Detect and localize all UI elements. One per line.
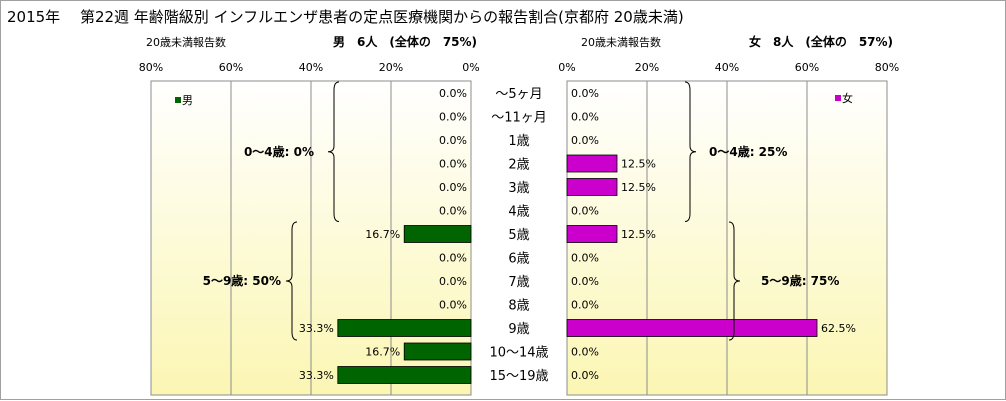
data-labels: 0.0% 0.0% 0.0% 0.0% 0.0% 0.0% 0.0% 12.5% 0.0% 12.… [299, 87, 856, 382]
female-x-tick: 60% [795, 61, 819, 74]
age-category-label: 1歳 [508, 134, 529, 149]
male-x-tick: 40% [299, 61, 323, 74]
female-value-label: 12.5% [621, 181, 656, 194]
female-value-label: 0.0% [571, 252, 599, 265]
male-value-label: 33.3% [299, 322, 334, 335]
female-legend-label: 女 [842, 91, 853, 105]
male-x-tick: 20% [379, 61, 403, 74]
female-bar [566, 319, 818, 337]
male-x-tick: 60% [219, 61, 243, 74]
female-value-label: 0.0% [571, 275, 599, 288]
female-legend-swatch [835, 95, 841, 101]
male-x-tick: 0% [462, 61, 479, 74]
female-value-label: 0.0% [571, 87, 599, 100]
female-x-tick: 20% [635, 61, 659, 74]
female-legend: 女 [835, 91, 853, 105]
female-summary: 女 8人 (全体の 57%) [749, 34, 893, 49]
male-value-label: 0.0% [439, 111, 467, 124]
male-value-label: 16.7% [365, 228, 400, 241]
age-category-label: 8歳 [508, 299, 529, 314]
male-legend-swatch [175, 97, 181, 103]
age-category-label: 7歳 [508, 275, 529, 290]
female-x-tick: 80% [875, 61, 899, 74]
male-x-tick: 80% [139, 61, 163, 74]
bars [337, 154, 818, 384]
female-value-label: 62.5% [821, 322, 856, 335]
female-value-label: 0.0% [571, 205, 599, 218]
male-value-label: 0.0% [439, 299, 467, 312]
age-group-label: 0～4歳: 0% [244, 144, 314, 159]
male-count-label: 20歳未満報告数 [146, 36, 226, 49]
age-category-label: 4歳 [508, 205, 529, 220]
male-summary: 男 6人 (全体の 75%) [333, 34, 477, 49]
age-category-label: 2歳 [508, 158, 529, 173]
age-category-label: 10～14歳 [489, 346, 548, 361]
female-x-tick: 0% [558, 61, 575, 74]
female-bar [566, 154, 618, 173]
age-group-bracket [285, 221, 298, 341]
female-value-label: 0.0% [571, 346, 599, 359]
female-count-label: 20歳未満報告数 [581, 36, 661, 49]
age-group-label: 5～9歳: 75% [761, 273, 839, 288]
male-bar [403, 342, 472, 361]
male-value-label: 0.0% [439, 205, 467, 218]
age-category-label: ～11ヶ月 [491, 111, 547, 126]
female-value-label: 12.5% [621, 228, 656, 241]
female-x-tick: 40% [715, 61, 739, 74]
age-group-label: 0～4歳: 25% [709, 144, 787, 159]
male-value-label: 0.0% [439, 252, 467, 265]
male-value-label: 0.0% [439, 275, 467, 288]
male-value-label: 0.0% [439, 87, 467, 100]
chart-title: 2015年 第22週 年齢階級別 インフルエンザ患者の定点医療機関からの報告割合… [7, 8, 684, 26]
age-category-label: ～5ヶ月 [495, 87, 542, 102]
age-group-bracket [327, 81, 340, 222]
male-bar [337, 319, 472, 337]
male-legend: 男 [175, 94, 193, 107]
female-value-label: 0.0% [571, 111, 599, 124]
category-labels: ～5ヶ月 ～11ヶ月 1歳 2歳 3歳 4歳 5歳 6歳 7歳 8歳 9歳 10～14歳 15～19歳 [489, 87, 548, 384]
age-group-bracket [684, 81, 697, 222]
male-value-label: 0.0% [439, 158, 467, 171]
age-category-label: 3歳 [508, 181, 529, 196]
male-value-label: 16.7% [365, 346, 400, 359]
age-group-label: 5～9歳: 50% [203, 273, 281, 288]
female-value-label: 0.0% [571, 134, 599, 147]
male-value-label: 0.0% [439, 134, 467, 147]
male-value-label: 0.0% [439, 181, 467, 194]
age-group-brackets: 0～4歳: 0% 5～9歳: 50% 0～4歳: 25% 5～9歳: 75% [203, 81, 839, 341]
grid-lines [230, 81, 808, 395]
age-category-label: 5歳 [508, 228, 529, 243]
age-category-label: 15～19歳 [489, 369, 548, 384]
male-value-label: 33.3% [299, 369, 334, 382]
female-value-label: 12.5% [621, 158, 656, 171]
male-bar [337, 366, 472, 384]
male-legend-label: 男 [182, 94, 193, 107]
age-category-label: 6歳 [508, 252, 529, 267]
female-value-label: 0.0% [571, 369, 599, 382]
age-group-bracket [728, 221, 741, 341]
female-bar [566, 178, 618, 196]
female-bar [566, 225, 618, 243]
male-bar [403, 225, 472, 243]
age-category-label: 9歳 [508, 322, 529, 337]
female-value-label: 0.0% [571, 299, 599, 312]
axis-ticks: 80% 60% 40% 20% 0% 0% 20% 40% 60% 80% [139, 61, 899, 74]
